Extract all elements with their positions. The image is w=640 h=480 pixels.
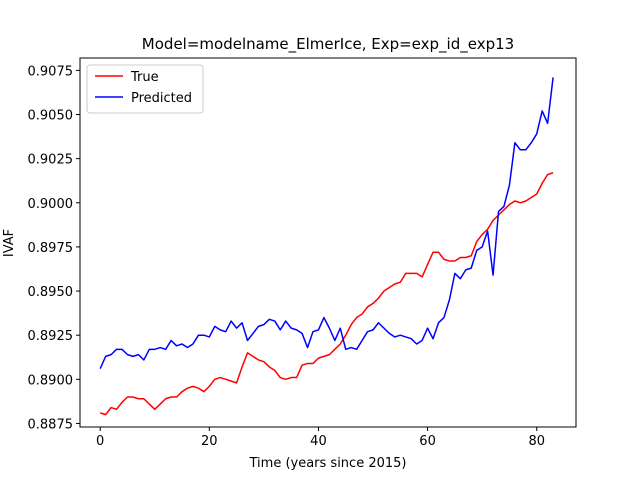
legend-label-predicted: Predicted	[131, 91, 192, 106]
x-tick-label: 80	[528, 434, 545, 449]
y-tick-label: 0.9025	[28, 153, 74, 168]
series-layer	[99, 77, 554, 416]
x-tick-label: 0	[96, 434, 104, 449]
x-tick-label: 60	[419, 434, 436, 449]
ticks-layer: 0 20 40 60 80 0.8875 0.8900 0.8925 0.8950 0.8975 0…	[28, 64, 545, 449]
y-tick-label: 0.9075	[28, 64, 74, 79]
plot-frame	[79, 57, 577, 428]
legend: True Predicted	[86, 64, 204, 114]
series-line-true	[99, 172, 554, 416]
x-tick-label: 40	[310, 434, 327, 449]
chart-title: Model=modelname_ElmerIce, Exp=exp_id_exp…	[142, 35, 514, 54]
legend-box	[86, 64, 204, 114]
y-tick-label: 0.8900	[28, 373, 74, 388]
y-tick-label: 0.8875	[28, 417, 74, 432]
x-axis-label: Time (years since 2015)	[249, 456, 407, 471]
y-tick-label: 0.9050	[28, 108, 74, 123]
y-tick-label: 0.8975	[28, 241, 74, 256]
y-tick-label: 0.9000	[28, 197, 74, 212]
x-tick-label: 20	[201, 434, 218, 449]
series-line-predicted	[99, 77, 554, 370]
y-axis-label: IVAF	[2, 229, 17, 257]
y-tick-label: 0.8925	[28, 329, 74, 344]
legend-label-true: True	[130, 70, 159, 85]
y-tick-label: 0.8950	[28, 285, 74, 300]
